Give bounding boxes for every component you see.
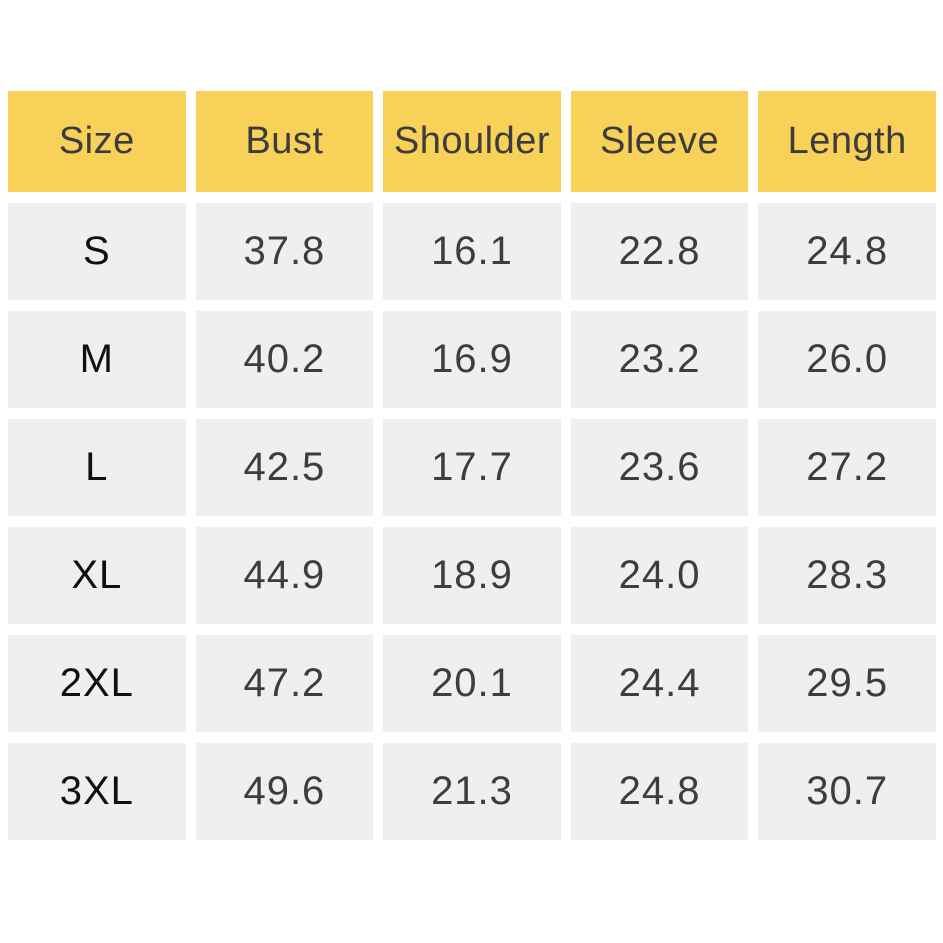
- size-chart-table: Size Bust Shoulder Sleeve Length S 37.8 …: [8, 91, 936, 840]
- sleeve-value: 22.8: [570, 203, 749, 300]
- length-value: 29.5: [758, 635, 936, 732]
- shoulder-value: 18.9: [383, 527, 561, 624]
- bust-value: 37.8: [195, 203, 374, 300]
- sleeve-value: 24.0: [570, 527, 749, 624]
- shoulder-value: 20.1: [383, 635, 561, 732]
- bust-value: 44.9: [195, 527, 374, 624]
- size-label: S: [8, 203, 186, 300]
- sleeve-value: 23.6: [570, 419, 749, 516]
- shoulder-value: 16.9: [383, 311, 561, 408]
- shoulder-value: 17.7: [383, 419, 561, 516]
- size-label: XL: [8, 527, 186, 624]
- shoulder-value: 16.1: [383, 203, 561, 300]
- bust-value: 40.2: [195, 311, 374, 408]
- size-label: L: [8, 419, 186, 516]
- length-value: 26.0: [758, 311, 936, 408]
- sleeve-value: 24.8: [570, 743, 749, 840]
- size-label: 3XL: [8, 743, 186, 840]
- header-cell-size: Size: [8, 91, 186, 192]
- sleeve-value: 23.2: [570, 311, 749, 408]
- bust-value: 42.5: [195, 419, 374, 516]
- size-label: M: [8, 311, 186, 408]
- size-label: 2XL: [8, 635, 186, 732]
- header-cell-length: Length: [758, 91, 936, 192]
- sleeve-value: 24.4: [570, 635, 749, 732]
- header-cell-shoulder: Shoulder: [383, 91, 561, 192]
- bust-value: 47.2: [195, 635, 374, 732]
- bust-value: 49.6: [195, 743, 374, 840]
- shoulder-value: 21.3: [383, 743, 561, 840]
- header-cell-bust: Bust: [195, 91, 374, 192]
- length-value: 27.2: [758, 419, 936, 516]
- length-value: 28.3: [758, 527, 936, 624]
- length-value: 30.7: [758, 743, 936, 840]
- header-cell-sleeve: Sleeve: [570, 91, 749, 192]
- length-value: 24.8: [758, 203, 936, 300]
